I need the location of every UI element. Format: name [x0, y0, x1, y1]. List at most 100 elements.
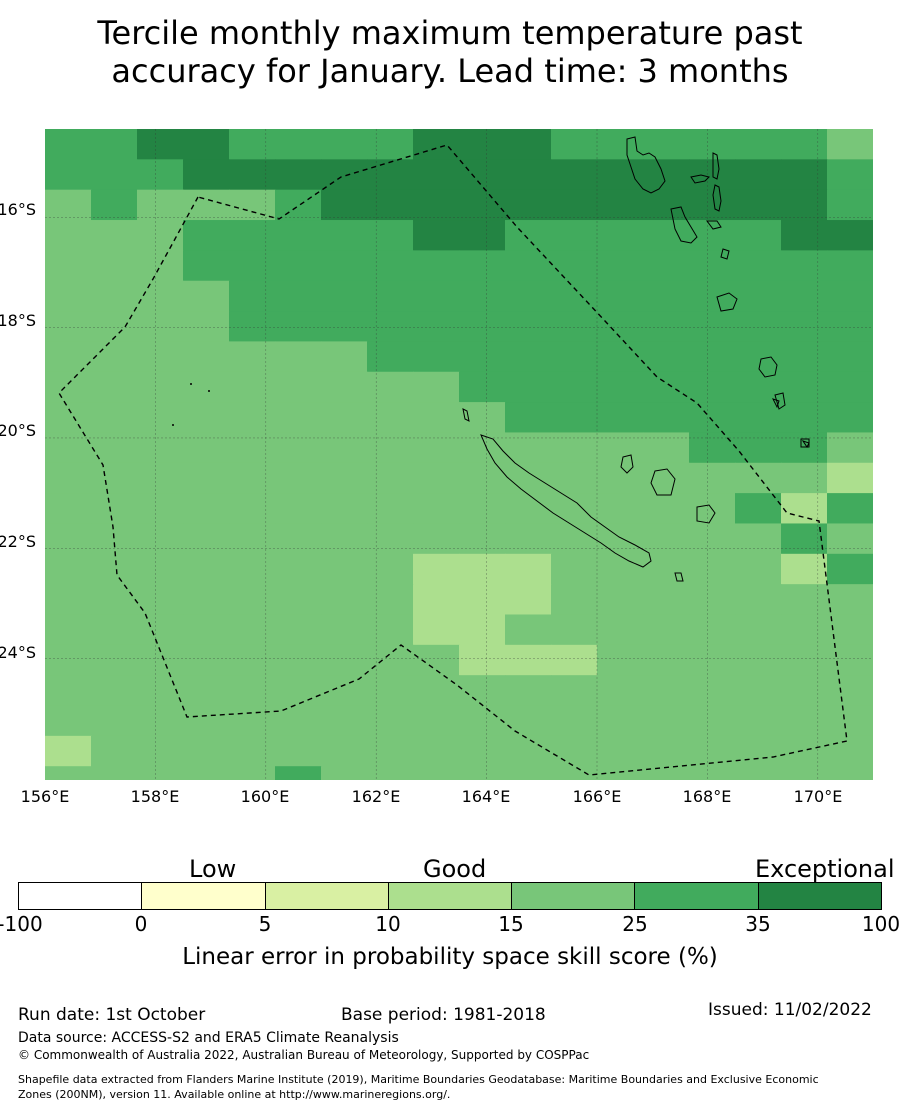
grid-cell: [459, 159, 506, 191]
grid-cell: [459, 129, 506, 160]
grid-cell: [781, 432, 828, 464]
grid-cell: [367, 311, 414, 342]
grid-cell: [321, 462, 368, 494]
grid-cell: [183, 341, 230, 373]
grid-cell: [781, 493, 828, 525]
grid-cell: [137, 735, 184, 767]
grid-cell: [505, 614, 552, 646]
grid-cell: [689, 129, 736, 160]
grid-cell: [367, 432, 414, 464]
grid-cell: [183, 462, 230, 494]
grid-cell: [413, 280, 460, 312]
grid-cell: [505, 159, 552, 191]
grid-cell: [505, 341, 552, 373]
colorbar-tick-5: 5: [258, 912, 272, 936]
grid-cell: [735, 462, 782, 494]
grid-cell: [275, 371, 322, 403]
grid-cell: [459, 189, 506, 221]
grid-cell: [551, 371, 598, 403]
island-erromango: [758, 356, 778, 378]
grid-cell: [597, 220, 644, 251]
island-pentecost: [712, 184, 722, 212]
grid-cell: [551, 402, 598, 434]
colorbar-label: Linear error in probability space skill …: [182, 944, 718, 970]
islet-bellona: [208, 390, 210, 392]
grid-cell: [321, 402, 368, 434]
colorbar-segment-4: [512, 883, 636, 909]
grid-cell: [321, 432, 368, 464]
grid-cell: [229, 432, 276, 464]
grid-cell: [551, 432, 598, 464]
grid-cell: [827, 584, 873, 616]
grid-cell: [321, 341, 368, 373]
grid-cell: [137, 584, 184, 616]
grid-cell: [321, 220, 368, 251]
grid-cell: [735, 432, 782, 464]
grid-cell: [413, 675, 460, 707]
grid-cell: [45, 553, 92, 585]
island-grande-terre: [480, 434, 652, 568]
grid-cell: [45, 159, 92, 191]
grid-cell: [643, 402, 690, 434]
grid-cell: [275, 159, 322, 191]
grid-cell: [275, 189, 322, 221]
grid-cell: [321, 553, 368, 585]
grid-cell: [137, 705, 184, 737]
colorbar-tick-0: 0: [134, 912, 148, 936]
grid-cell: [137, 523, 184, 555]
grid-cell: [413, 493, 460, 525]
grid-cell: [735, 250, 782, 282]
grid-cell: [551, 250, 598, 282]
grid-cell: [689, 250, 736, 282]
grid-cell: [459, 311, 506, 342]
category-good: Good: [423, 855, 487, 883]
grid-cell: [367, 493, 414, 525]
grid-cell: [827, 493, 873, 525]
grid-cell: [229, 584, 276, 616]
grid-cell: [183, 250, 230, 282]
island-isle-of-pines: [674, 572, 684, 582]
grid-cell: [689, 553, 736, 585]
grid-cell: [45, 523, 92, 555]
island-ambae: [690, 174, 710, 184]
islet-chesterfield: [190, 383, 192, 385]
grid-cell: [137, 341, 184, 373]
lat-label-24s: 24°S: [0, 643, 36, 662]
grid-cell: [781, 614, 828, 646]
grid-cell: [551, 341, 598, 373]
grid-cell: [321, 129, 368, 160]
grid-cell: [597, 614, 644, 646]
grid-cell: [781, 341, 828, 373]
grid-cell: [275, 220, 322, 251]
grid-cell: [781, 371, 828, 403]
grid-cell: [735, 402, 782, 434]
grid-cell: [505, 584, 552, 616]
grid-cell: [643, 705, 690, 737]
grid-cell: [413, 371, 460, 403]
grid-cell: [689, 432, 736, 464]
lat-label-22s: 22°S: [0, 532, 36, 551]
grid-cell: [551, 280, 598, 312]
grid-cell: [91, 462, 138, 494]
grid-cell: [137, 614, 184, 646]
grid-cell: [183, 432, 230, 464]
grid-cell: [505, 644, 552, 676]
grid-cell: [827, 189, 873, 221]
grid-cell: [551, 584, 598, 616]
grid-cell: [413, 584, 460, 616]
island-epi: [720, 248, 730, 260]
grid-cell: [229, 341, 276, 373]
grid-cell: [597, 341, 644, 373]
grid-cell: [413, 705, 460, 737]
grid-cell: [735, 614, 782, 646]
grid-cell: [183, 493, 230, 525]
grid-cell: [459, 675, 506, 707]
grid-cell: [413, 341, 460, 373]
grid-cell: [45, 705, 92, 737]
grid-cell: [45, 371, 92, 403]
grid-cell: [321, 644, 368, 676]
grid-cell: [597, 402, 644, 434]
grid-cell: [597, 644, 644, 676]
grid-cell: [321, 735, 368, 767]
grid-cell: [643, 462, 690, 494]
